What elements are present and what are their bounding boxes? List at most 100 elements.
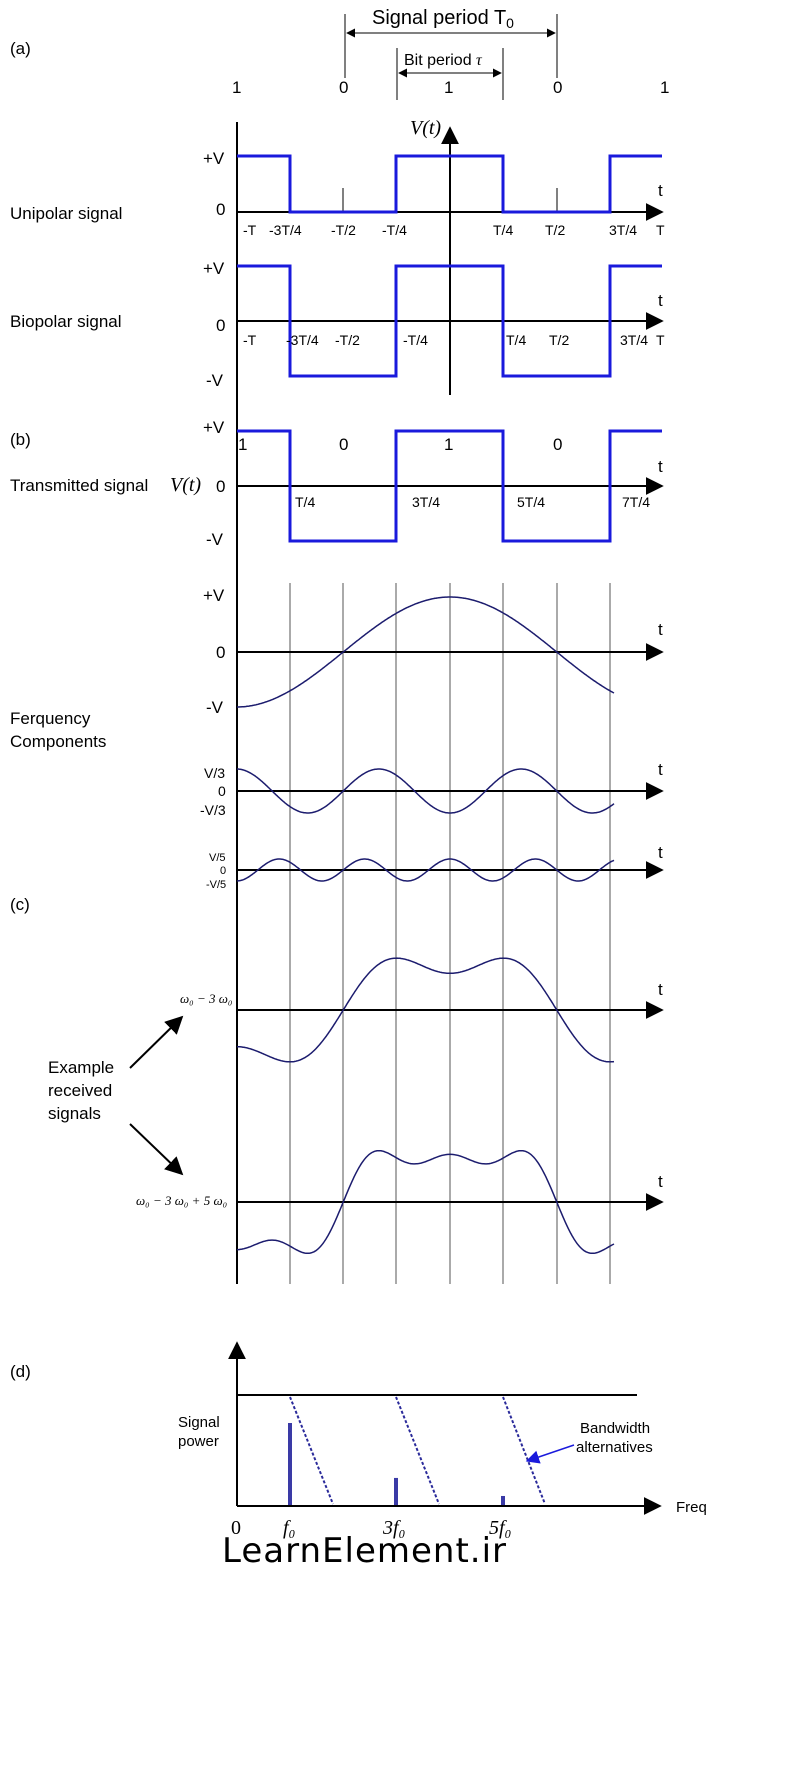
section-label-a: (a)	[10, 39, 31, 58]
level-label: -V	[206, 698, 224, 717]
annotation-line2: alternatives	[576, 1439, 653, 1456]
third-harmonic-wave	[237, 768, 615, 814]
x-tick-label: f₀	[283, 1517, 296, 1539]
svg-text:Bit period τ: Bit period τ	[404, 52, 483, 69]
arrow-to-received-2	[129, 1123, 184, 1176]
spectrum-bar	[288, 1423, 292, 1505]
components-name-line1: Ferquency	[10, 709, 91, 728]
t-axis-label: t	[658, 457, 663, 476]
x-tick-label: 0	[231, 1517, 241, 1539]
bit-period-label: Bit period	[404, 52, 476, 69]
arrow-to-received-1	[129, 1015, 184, 1069]
bit-period-symbol: τ	[476, 52, 483, 69]
tick-label: -3T/4	[286, 332, 319, 348]
received-name-line1: Example	[48, 1058, 114, 1077]
received-labels: Example received signals	[48, 1015, 184, 1176]
tick-label: 3T/4	[412, 494, 440, 510]
bipolar-signal-name: Biopolar signal	[10, 312, 122, 331]
t-axis-label: t	[658, 980, 663, 999]
level-label: 0	[220, 865, 226, 877]
tick-label: T/2	[545, 222, 565, 238]
bit-label: 1	[444, 78, 453, 97]
tick-label: T	[656, 332, 665, 348]
tick-label: T/4	[506, 332, 526, 348]
received-name-line2: received	[48, 1081, 112, 1100]
bipolar-waveform	[237, 264, 662, 378]
tick-label: -T/2	[335, 332, 360, 348]
signal-period-indicator: Signal period T0	[344, 2, 558, 78]
signal-period-label: Signal period T	[372, 7, 506, 29]
annotation-line1: Bandwidth	[580, 1420, 650, 1437]
spectrum-bar	[394, 1477, 398, 1505]
level-label: +V	[203, 586, 225, 605]
level-label: -V/3	[200, 802, 226, 818]
tick-label: T/4	[493, 222, 513, 238]
tick-label: 3T/4	[620, 332, 648, 348]
bit-label: 1	[660, 78, 669, 97]
t-axis-label: t	[658, 1172, 663, 1191]
bit-period-indicator: Bit period τ	[396, 48, 504, 100]
spectrum-plot: Signal power Freq Bandwidth alternatives…	[178, 1341, 707, 1539]
third-harmonic-plot: V/3 0 -V/3 t	[200, 760, 664, 818]
tick-label: 7T/4	[622, 494, 650, 510]
bit-labels-top: 1 0 1 0 1	[232, 78, 669, 97]
received-signal-1-plot: ω₀ − 3 ω₀ t	[180, 957, 664, 1063]
tick-label: -T/2	[331, 222, 356, 238]
bit-label: 0	[553, 78, 562, 97]
section-label-b: (b)	[10, 430, 31, 449]
spectrum-xlabel: Freq	[676, 1499, 707, 1516]
tick-label: 5T/4	[517, 494, 545, 510]
level-label: -V	[206, 371, 224, 390]
level-label: 0	[216, 316, 225, 335]
tick-label: -3T/4	[269, 222, 302, 238]
section-label-c: (c)	[10, 895, 30, 914]
spectrum-ylabel-line1: Signal	[178, 1414, 220, 1431]
fundamental-component-plot: +V 0 -V t	[203, 586, 664, 717]
bit-label: 0	[553, 435, 562, 454]
received-2-label: ω₀ − 3 ω₀ + 5 ω₀	[136, 1193, 227, 1208]
watermark: LearnElement.ir	[222, 1531, 507, 1571]
level-label: 0	[218, 783, 226, 799]
x-tick-label: 3f₀	[382, 1517, 406, 1539]
t-axis-label: t	[658, 291, 663, 310]
level-label: +V	[203, 149, 225, 168]
bit-label: 1	[238, 435, 247, 454]
components-name-line2: Components	[10, 732, 106, 751]
fifth-harmonic-wave	[236, 858, 615, 882]
received-1-label: ω₀ − 3 ω₀	[180, 991, 232, 1006]
spectrum-ylabel-line2: power	[178, 1433, 219, 1450]
received-signal-2-plot: ω₀ − 3 ω₀ + 5 ω₀ t	[136, 1149, 664, 1255]
received-1-wave	[237, 957, 615, 1063]
bit-label: 1	[444, 435, 453, 454]
level-label: -V/5	[206, 879, 226, 891]
time-gridlines	[289, 188, 611, 1284]
x-tick-label: 5f₀	[489, 1517, 512, 1539]
tick-label: T/4	[295, 494, 315, 510]
level-label: V/5	[209, 852, 226, 864]
tick-label: -T	[243, 332, 257, 348]
bit-label: 1	[232, 78, 241, 97]
bandwidth-line	[395, 1396, 440, 1505]
tick-label: -T/4	[403, 332, 428, 348]
level-label: +V	[203, 259, 225, 278]
tick-label: T/2	[549, 332, 569, 348]
v-axis-label: V(t)	[410, 117, 441, 139]
level-label: V/3	[204, 765, 225, 781]
unipolar-signal-name: Unipolar signal	[10, 204, 122, 223]
received-2-wave	[236, 1149, 615, 1255]
t-axis-label: t	[658, 181, 663, 200]
t-axis-label: t	[658, 843, 663, 862]
annotation-arrow	[525, 1444, 575, 1464]
transmitted-signal-plot: Transmitted signal V(t) +V 0 -V t 1 0 1 …	[10, 418, 664, 549]
tick-label: T	[656, 222, 665, 238]
t-axis-label: t	[658, 760, 663, 779]
level-label: 0	[216, 477, 225, 496]
transmitted-signal-symbol: V(t)	[170, 474, 201, 496]
unipolar-signal-plot: Unipolar signal +V 0 t -T -3T/4 -T/2 -T/…	[10, 149, 665, 238]
transmitted-signal-name: Transmitted signal	[10, 476, 148, 495]
bandwidth-line	[289, 1396, 334, 1505]
level-label: -V	[206, 530, 224, 549]
received-name-line3: signals	[48, 1104, 101, 1123]
bipolar-signal-plot: Biopolar signal +V 0 -V t -T -3T/4 -T/2 …	[10, 259, 665, 390]
bandwidth-line	[502, 1396, 546, 1505]
